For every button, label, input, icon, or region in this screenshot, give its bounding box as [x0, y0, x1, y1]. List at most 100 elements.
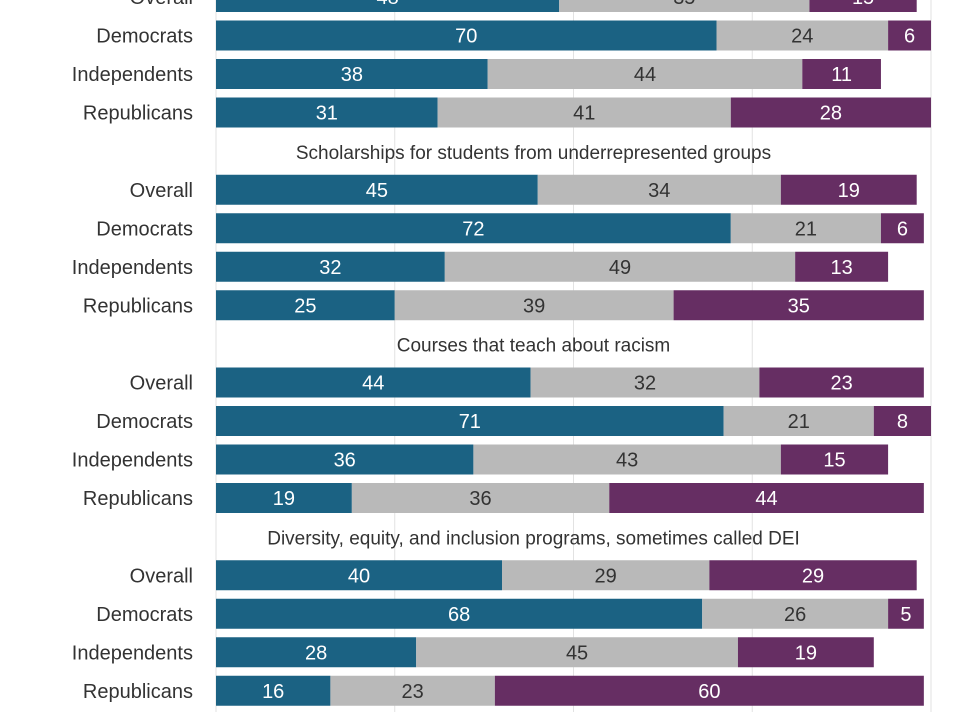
bar-g3-independents-s1: [416, 637, 738, 668]
value-label-g1-democrats-s0: 72: [462, 218, 484, 240]
bar-g0-democrats-s2: [888, 20, 931, 51]
value-label-g1-republicans-s0: 25: [294, 295, 316, 317]
bar-g2-overall-s1: [530, 367, 760, 398]
bar-g3-republicans-s1: [330, 675, 495, 706]
category-label-g1-independents: Independents: [72, 257, 193, 279]
value-label-g0-democrats-s0: 70: [455, 26, 477, 48]
value-label-g3-independents-s0: 28: [305, 642, 327, 664]
bar-g2-republicans-s1: [351, 483, 610, 513]
bar-g2-democrats-s0: [216, 406, 724, 436]
bar-g3-overall-s2: [709, 560, 917, 591]
bar-g0-overall-s1: [559, 0, 810, 12]
value-label-g0-republicans-s0: 31: [316, 103, 338, 125]
bar-g3-democrats-s0: [216, 598, 703, 629]
bar-g3-republicans-s0: [216, 675, 331, 706]
bar-g1-independents-s2: [795, 251, 889, 282]
value-label-g1-overall-s0: 45: [366, 180, 388, 202]
value-label-g1-democrats-s2: 6: [897, 218, 908, 240]
value-label-g2-democrats-s1: 21: [788, 411, 810, 433]
group-title-1: Scholarships for students from underrepr…: [296, 143, 771, 164]
value-label-g0-republicans-s2: 28: [820, 103, 842, 125]
value-label-g2-independents-s1: 43: [616, 450, 638, 472]
bar-g3-democrats-s2: [888, 598, 924, 629]
value-label-g1-overall-s1: 34: [648, 180, 670, 202]
value-label-g2-overall-s2: 23: [831, 373, 853, 395]
value-label-g0-independents-s0: 38: [341, 64, 363, 86]
bar-g3-republicans-s2: [494, 675, 924, 706]
bar-g0-overall-s0: [216, 0, 560, 12]
category-label-g1-republicans: Republicans: [83, 295, 193, 317]
bar-g2-independents-s2: [780, 444, 889, 475]
category-label-g3-republicans: Republicans: [83, 681, 193, 703]
category-label-g1-overall: Overall: [130, 180, 193, 202]
bar-g1-democrats-s2: [880, 213, 924, 244]
value-label-g3-republicans-s2: 60: [698, 681, 720, 703]
value-label-g1-democrats-s1: 21: [795, 218, 817, 240]
bar-g2-overall-s0: [216, 367, 531, 398]
bar-g0-republicans-s2: [730, 97, 931, 128]
labels: Overall 48 35 15 Democrats 70 24 6 Independents 3…: [72, 0, 915, 703]
bar-g2-independents-s0: [216, 444, 474, 475]
value-label-g1-independents-s0: 32: [319, 257, 341, 279]
value-label-g3-democrats-s1: 26: [784, 604, 806, 626]
category-label-g3-overall: Overall: [130, 565, 193, 587]
value-label-g0-democrats-s2: 6: [904, 26, 915, 48]
category-label-g0-overall: Overall: [130, 0, 193, 9]
value-label-g0-overall-s1: 35: [673, 0, 695, 9]
bar-g3-independents-s0: [216, 637, 417, 668]
category-label-g2-republicans: Republicans: [83, 488, 193, 510]
value-label-g0-independents-s1: 44: [634, 64, 656, 86]
bar-g1-independents-s0: [216, 251, 445, 282]
bar-g1-independents-s1: [444, 251, 796, 282]
bar-g2-democrats-s2: [873, 406, 931, 436]
value-label-g3-overall-s2: 29: [802, 565, 824, 587]
bar-g3-independents-s2: [737, 637, 874, 668]
bar-g3-overall-s0: [216, 560, 502, 591]
bar-g1-democrats-s1: [730, 213, 881, 244]
bar-g1-overall-s1: [537, 174, 781, 205]
group-title-2: Courses that teach about racism: [397, 336, 671, 357]
bar-g2-democrats-s1: [723, 406, 874, 436]
value-label-g2-republicans-s0: 19: [273, 488, 295, 510]
value-label-g2-independents-s2: 15: [823, 450, 845, 472]
bar-g3-democrats-s1: [702, 598, 889, 629]
bar-g0-democrats-s1: [716, 20, 889, 51]
bar-g0-independents-s0: [216, 59, 488, 89]
value-label-g3-democrats-s2: 5: [900, 604, 911, 626]
bar-g2-independents-s1: [473, 444, 781, 475]
bar-g0-overall-s2: [809, 0, 917, 12]
value-label-g2-democrats-s2: 8: [897, 411, 908, 433]
group-title-3: Diversity, equity, and inclusion program…: [267, 528, 800, 549]
category-label-g3-democrats: Democrats: [96, 604, 193, 626]
bars: [216, 0, 931, 706]
value-label-g0-democrats-s1: 24: [791, 26, 813, 48]
value-label-g1-overall-s2: 19: [838, 180, 860, 202]
category-label-g3-independents: Independents: [72, 642, 193, 664]
bar-g1-republicans-s2: [673, 290, 924, 321]
bar-g3-overall-s1: [502, 560, 710, 591]
bar-g0-independents-s2: [802, 59, 881, 89]
value-label-g1-republicans-s1: 39: [523, 295, 545, 317]
value-label-g2-republicans-s2: 44: [755, 488, 777, 510]
category-label-g1-democrats: Democrats: [96, 218, 193, 240]
value-label-g0-republicans-s1: 41: [573, 103, 595, 125]
bar-g0-independents-s1: [487, 59, 803, 89]
value-label-g3-independents-s2: 19: [795, 642, 817, 664]
category-label-g0-independents: Independents: [72, 64, 193, 86]
value-label-g2-overall-s1: 32: [634, 373, 656, 395]
category-label-g0-democrats: Democrats: [96, 26, 193, 48]
value-label-g1-republicans-s2: 35: [788, 295, 810, 317]
bar-g1-overall-s2: [780, 174, 917, 205]
bar-g2-republicans-s2: [609, 483, 924, 513]
bar-g0-republicans-s0: [216, 97, 438, 128]
value-label-g3-republicans-s0: 16: [262, 681, 284, 703]
value-label-g2-independents-s0: 36: [334, 450, 356, 472]
value-label-g3-democrats-s0: 68: [448, 604, 470, 626]
bar-g1-republicans-s0: [216, 290, 395, 321]
bar-g2-republicans-s0: [216, 483, 352, 513]
value-label-g0-overall-s2: 15: [852, 0, 874, 9]
bar-g0-republicans-s1: [437, 97, 731, 128]
category-label-g2-independents: Independents: [72, 450, 193, 472]
value-label-g3-republicans-s1: 23: [402, 681, 424, 703]
